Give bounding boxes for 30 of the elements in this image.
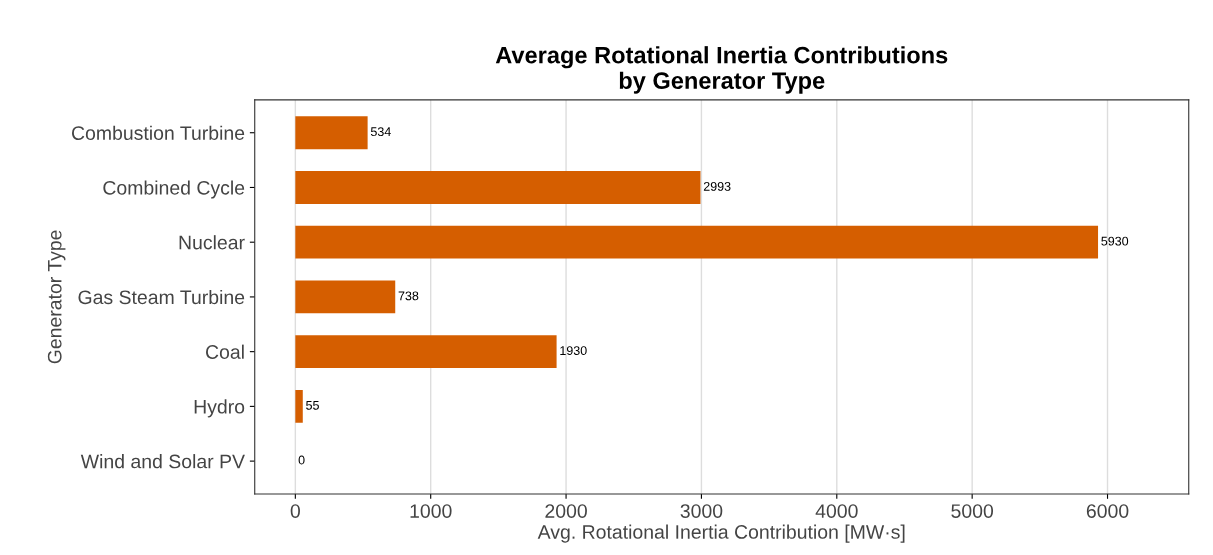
- x-tick-label: 3000: [680, 504, 723, 518]
- bar: [295, 225, 1099, 259]
- y-tick-label: Coal: [206, 344, 244, 359]
- x-tick-label: 0: [290, 504, 300, 518]
- x-tick-label: 1000: [410, 504, 452, 518]
- data-label: 55: [306, 401, 319, 410]
- x-tick-label: 2000: [545, 504, 587, 518]
- bar: [295, 389, 303, 423]
- y-tick-label: Combined Cycle: [103, 180, 245, 199]
- bar: [295, 335, 557, 369]
- x-tick-label: 4000: [815, 504, 858, 518]
- chart-title: Average Rotational Inertia Contributions by Generator Type: [495, 46, 948, 94]
- y-tick-label: Hydro: [194, 399, 245, 418]
- y-tick-label: Combustion Turbine: [71, 125, 245, 140]
- bar: [295, 280, 396, 314]
- data-label: 1930: [560, 346, 587, 356]
- x-axis-title: Avg. Rotational Inertia Contribution [MW·s]: [537, 524, 905, 543]
- data-label: 5930: [1101, 236, 1129, 246]
- y-tick-label: Wind and Solar PV: [80, 454, 245, 469]
- y-axis-title: Generator Type: [47, 230, 66, 364]
- data-label: 738: [398, 291, 419, 301]
- y-tick-label: Nuclear: [179, 235, 245, 250]
- x-tick-label: 6000: [1086, 504, 1129, 518]
- data-label: 0: [298, 455, 305, 465]
- data-label: 2993: [703, 181, 731, 191]
- bar: [295, 116, 368, 150]
- y-tick-label: Gas Steam Turbine: [78, 289, 245, 305]
- x-tick-label: 5000: [951, 504, 994, 518]
- data-label: 534: [370, 127, 391, 137]
- bar: [295, 171, 701, 204]
